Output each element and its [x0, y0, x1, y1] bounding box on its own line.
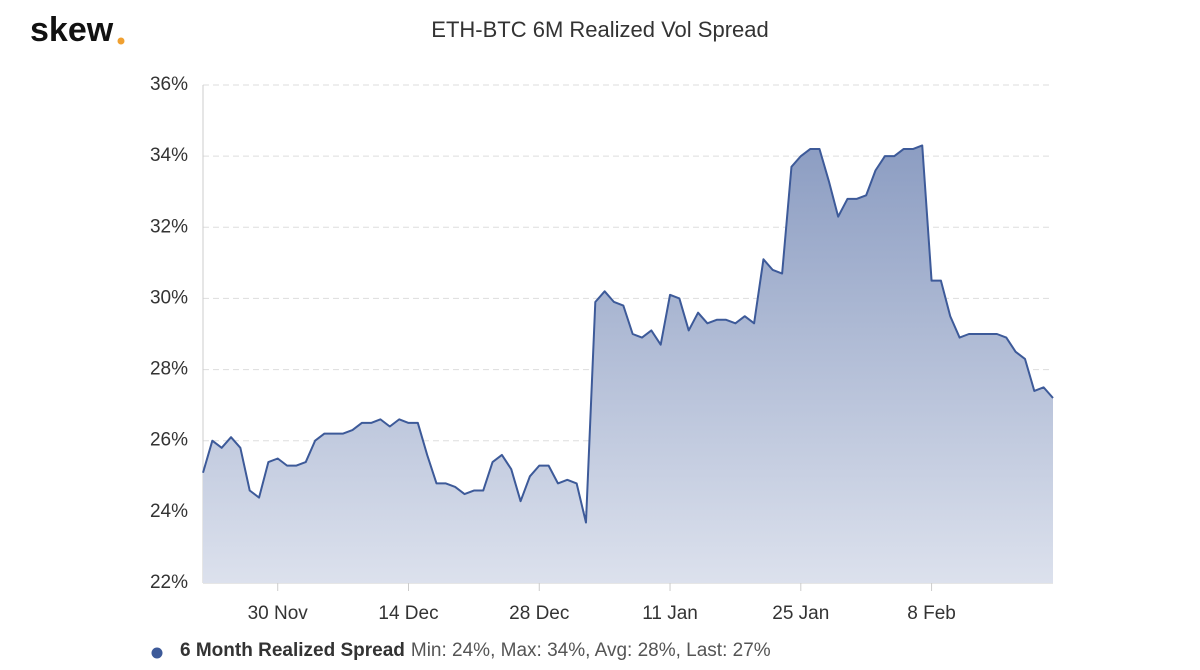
- logo-dot: [117, 37, 125, 45]
- y-tick-label: 28%: [150, 359, 188, 380]
- legend-marker: [151, 647, 163, 659]
- x-tick-label: 11 Jan: [642, 603, 698, 624]
- x-tick-label: 25 Jan: [772, 603, 829, 624]
- x-tick-label: 14 Dec: [378, 603, 438, 624]
- y-tick-label: 32%: [150, 216, 188, 237]
- line: [202, 144, 1054, 524]
- legend-label: 6 Month Realized Spread: [180, 640, 405, 661]
- legend-stats: Min: 24%, Max: 34%, Avg: 28%, Last: 27%: [411, 640, 771, 661]
- x-tick-label: 30 Nov: [248, 603, 309, 624]
- x-tick-label: 28 Dec: [509, 603, 569, 624]
- area: [203, 145, 1053, 583]
- x-tick-label: 8 Feb: [907, 603, 956, 624]
- y-tick-label: 36%: [150, 74, 188, 95]
- y-tick-label: 26%: [150, 430, 188, 451]
- logo: skew: [30, 11, 114, 49]
- y-tick-label: 34%: [150, 145, 188, 166]
- y-tick-label: 22%: [150, 572, 188, 593]
- chart-title: ETH-BTC 6M Realized Vol Spread: [431, 17, 768, 42]
- y-tick-label: 30%: [150, 287, 188, 308]
- y-tick-label: 24%: [150, 501, 188, 522]
